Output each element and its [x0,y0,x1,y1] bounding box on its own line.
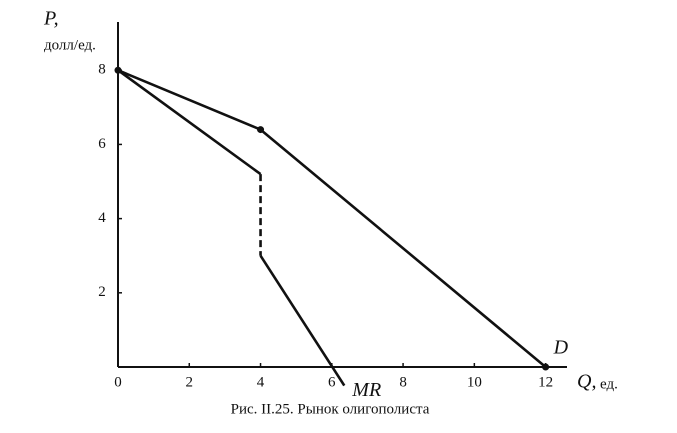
x-tick-label: 8 [399,374,407,390]
x-axis-unit: ед. [600,376,618,392]
y-tick-label: 8 [98,62,106,78]
y-tick-label: 2 [98,284,106,300]
curve [259,255,346,387]
curve [117,69,262,176]
x-axis-label: Q, [577,371,596,393]
x-tick-label: 6 [328,374,336,390]
caption: Рис. II.25. Рынок олигополиста [231,401,430,417]
y-tick-label: 4 [98,210,106,226]
curve-label: D [553,337,569,359]
curve [117,69,547,368]
point [257,126,265,134]
curve-label: MR [351,379,381,401]
x-tick-label: 2 [186,374,194,390]
y-axis-label: P, [43,8,59,30]
x-tick-label: 4 [257,374,265,390]
x-tick-label: 12 [538,374,553,390]
y-tick-label: 6 [98,136,106,152]
y-axis-unit: долл/ед. [44,37,96,53]
x-tick-label: 10 [467,374,482,390]
point [542,363,550,371]
origin-label: 0 [114,374,122,390]
